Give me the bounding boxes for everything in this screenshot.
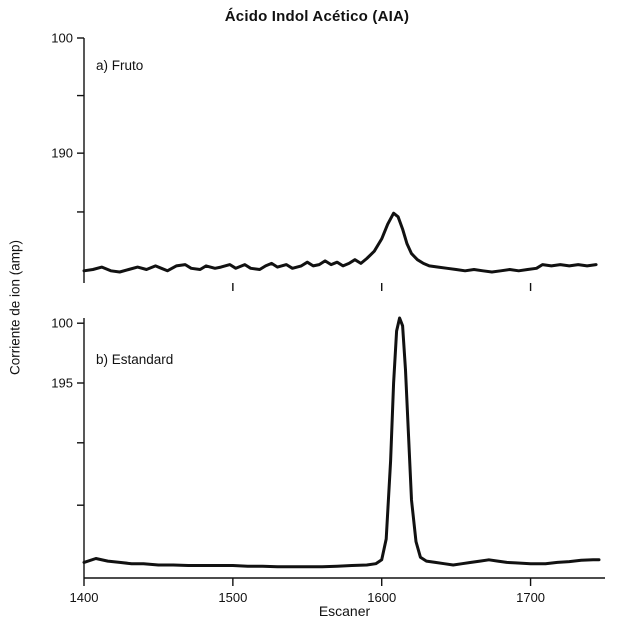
panel-b-label: b) Estandard <box>96 352 174 367</box>
panel-a-label: a) Fruto <box>96 58 144 73</box>
svg-text:100: 100 <box>51 31 73 46</box>
svg-text:1600: 1600 <box>367 590 396 605</box>
svg-text:190: 190 <box>51 146 73 161</box>
svg-text:100: 100 <box>51 316 73 331</box>
svg-text:1500: 1500 <box>218 590 247 605</box>
svg-text:1400: 1400 <box>70 590 99 605</box>
x-axis-label: Escaner <box>318 603 371 619</box>
chart-title: Ácido Indol Acético (AIA) <box>224 8 410 25</box>
svg-text:195: 195 <box>51 376 73 391</box>
svg-text:1700: 1700 <box>516 590 545 605</box>
